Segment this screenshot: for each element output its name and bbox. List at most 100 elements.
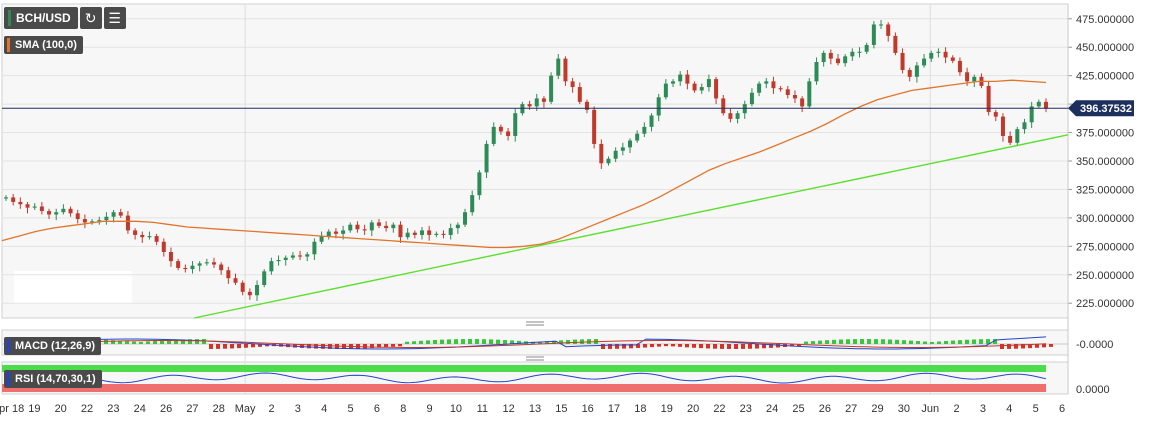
candle-body (599, 143, 604, 164)
macd-histogram-bar (776, 344, 780, 348)
sma-indicator-badge[interactable]: SMA (100,0) (4, 36, 83, 54)
y-tick-label: 275.000000 (1076, 241, 1134, 253)
rsi-color-swatch (7, 372, 10, 386)
candle-body (549, 75, 554, 102)
macd-histogram-bar (510, 340, 514, 344)
candle-body (1015, 129, 1020, 143)
support-trendline (193, 134, 1069, 319)
macd-histogram-bar (468, 339, 472, 344)
x-tick-label: 6 (1059, 403, 1065, 415)
candle-body (312, 241, 317, 255)
candle-body (584, 101, 589, 110)
candle-body (986, 85, 991, 113)
x-tick-label: 2 (954, 403, 960, 415)
candle-body (376, 222, 381, 226)
candle-body (771, 81, 776, 89)
x-tick-label: 19 (28, 403, 40, 415)
candle-body (305, 254, 310, 257)
x-tick-label: 22 (713, 403, 725, 415)
symbol-label: BCH/USD (16, 11, 71, 25)
rsi-line (5, 372, 1047, 384)
y-tick-label: 350.000000 (1076, 156, 1134, 168)
macd-axis-label: -0.0000 (1076, 339, 1113, 351)
macd-histogram-bar (741, 344, 745, 349)
macd-histogram-bar (720, 344, 724, 349)
macd-histogram-bar (223, 344, 227, 349)
macd-histogram-bar (657, 344, 661, 347)
candle-body (61, 208, 66, 213)
macd-histogram-bar (461, 339, 465, 344)
candle-body (140, 234, 145, 238)
macd-histogram-bar (958, 340, 962, 344)
macd-histogram-bar (503, 339, 507, 344)
rsi-indicator-badge[interactable]: RSI (14,70,30,1) (4, 370, 102, 388)
macd-line (5, 336, 1047, 350)
candle-body (247, 291, 252, 296)
candle-body (463, 212, 468, 225)
macd-histogram-bar (608, 344, 612, 349)
macd-histogram-bar (300, 344, 304, 348)
x-tick-label: 11 (477, 403, 488, 415)
candle-body (477, 172, 482, 196)
macd-histogram-bar (762, 344, 766, 349)
candle-body (922, 58, 927, 66)
candle-body (448, 228, 453, 235)
macd-histogram-bar (685, 344, 689, 348)
x-tick-label: 17 (608, 403, 620, 415)
candle-body (283, 257, 288, 260)
y-tick-label: 325.000000 (1076, 184, 1134, 196)
symbol-badge[interactable]: BCH/USD (4, 7, 78, 29)
y-tick-label: 300.000000 (1076, 213, 1134, 225)
macd-histogram-bar (790, 344, 794, 347)
y-tick-label: 475.000000 (1076, 14, 1134, 26)
macd-histogram-bar (391, 344, 395, 347)
candle-body (642, 126, 647, 134)
candle-body (965, 72, 970, 82)
candle-body (18, 201, 23, 205)
candle-body (728, 113, 733, 119)
candle-body (656, 97, 661, 116)
candle-body (714, 79, 719, 99)
candle-body (269, 261, 274, 272)
candle-body (455, 224, 460, 229)
macd-histogram-bar (160, 340, 164, 344)
candle-body (276, 259, 281, 262)
macd-histogram-bar (111, 340, 115, 344)
refresh-icon[interactable]: ↻ (79, 7, 102, 29)
chart-settings-icon[interactable]: ☰ (103, 7, 126, 29)
macd-histogram-bar (902, 340, 906, 344)
candle-body (369, 222, 374, 231)
macd-histogram-bar (447, 339, 451, 344)
macd-histogram-bar (104, 339, 108, 344)
candle-body (541, 98, 546, 102)
macd-histogram-bar (146, 341, 150, 344)
macd-histogram-bar (538, 341, 542, 344)
candle-body (290, 255, 295, 258)
macd-histogram-bar (1035, 344, 1039, 348)
macd-histogram-bar (888, 339, 892, 344)
macd-indicator-badge[interactable]: MACD (12,26,9) (4, 337, 102, 355)
candle-body (233, 278, 238, 283)
x-tick-label: 10 (450, 403, 462, 415)
macd-histogram-bar (314, 344, 318, 349)
candle-body (341, 230, 346, 234)
candle-body (398, 224, 403, 238)
candle-body (685, 74, 690, 84)
x-tick-label: 28 (213, 403, 225, 415)
x-tick-label: 13 (529, 403, 541, 415)
candle-body (993, 112, 998, 117)
candle-body (857, 51, 862, 53)
x-tick-label: 25 (792, 403, 804, 415)
current-price-label: 396.37532 (1080, 103, 1132, 115)
candle-body (692, 83, 697, 91)
candle-body (792, 95, 797, 99)
macd-histogram-bar (475, 339, 479, 344)
candle-body (950, 57, 955, 61)
candle-body (161, 241, 166, 253)
macd-histogram-bar (755, 344, 759, 349)
candle-body (893, 35, 898, 53)
candle-body (606, 158, 611, 164)
macd-histogram-bar (846, 339, 850, 344)
x-tick-label: 3 (980, 403, 986, 415)
